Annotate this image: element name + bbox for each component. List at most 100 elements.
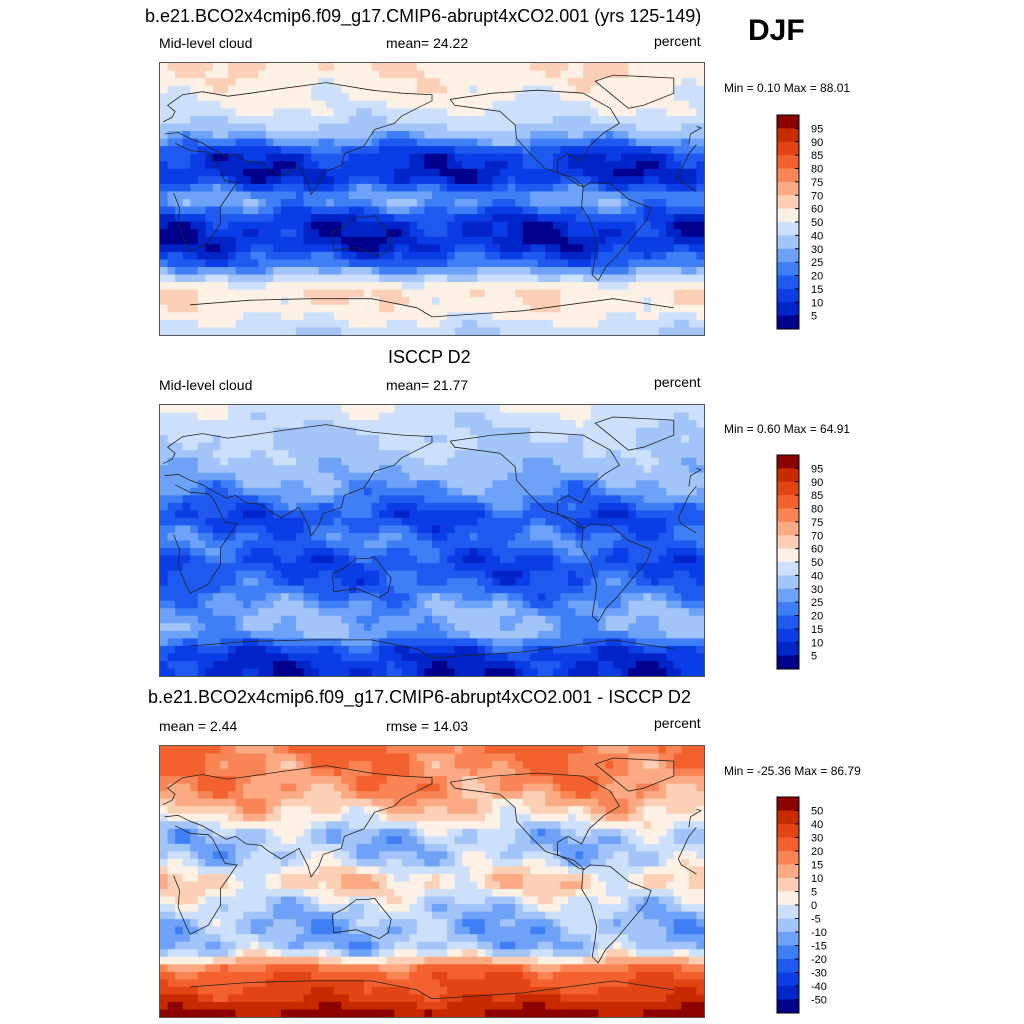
map-cell <box>273 630 282 639</box>
map-cell <box>462 78 471 87</box>
map-cell <box>688 78 698 87</box>
map-cell <box>167 600 176 609</box>
map-cell <box>250 93 259 102</box>
map-cell <box>235 214 244 223</box>
map-cell <box>628 153 637 162</box>
map-cell <box>250 532 259 542</box>
map-cell <box>628 176 637 185</box>
map-cell <box>500 517 509 527</box>
map-cell <box>575 297 584 306</box>
map-cell <box>401 93 410 102</box>
map-cell <box>182 297 191 306</box>
map-cell <box>658 168 667 177</box>
map-cell <box>636 176 645 185</box>
map-cell <box>243 585 252 594</box>
map-cell <box>371 297 380 306</box>
map-cell <box>250 480 259 489</box>
map-cell <box>537 236 546 245</box>
map-cell <box>462 244 471 253</box>
map-cell <box>590 435 599 444</box>
map-cell <box>462 525 471 534</box>
map-cell <box>651 319 660 329</box>
map-cell <box>620 319 630 329</box>
map-cell <box>205 244 214 253</box>
map-cell <box>658 412 667 421</box>
map-cell <box>688 70 698 79</box>
map-cell <box>643 123 652 132</box>
map-cell <box>228 555 237 564</box>
map-cell <box>348 327 358 335</box>
map-cell <box>401 161 410 170</box>
map-cell <box>688 412 698 421</box>
map-cell <box>160 70 169 79</box>
map-cell <box>522 630 531 639</box>
map-cell <box>666 251 675 261</box>
map-cell <box>651 442 660 451</box>
map-cell <box>205 289 214 298</box>
map-cell <box>432 214 441 223</box>
map-cell <box>484 327 494 335</box>
map-cell <box>507 615 516 624</box>
map-cell <box>598 517 607 527</box>
map-cell <box>500 638 509 647</box>
map-cell <box>613 267 622 276</box>
map-cell <box>666 108 675 117</box>
map-cell <box>280 153 290 162</box>
map-cell <box>190 214 199 223</box>
map-cell <box>386 645 395 655</box>
map-cell <box>462 191 471 200</box>
map-cell <box>205 630 214 639</box>
map-cell <box>560 525 569 534</box>
map-cell <box>182 191 191 200</box>
map-cell <box>228 570 237 579</box>
map-cell <box>326 85 335 94</box>
colorbar-tick-label: 85 <box>811 150 823 162</box>
map-cell <box>220 450 229 459</box>
map-cell <box>416 638 426 647</box>
map-cell <box>258 70 267 79</box>
map-cell <box>167 502 176 511</box>
map-cell <box>409 153 418 162</box>
map-cell <box>258 93 267 102</box>
map-cell <box>462 615 471 624</box>
map-cell <box>175 259 184 268</box>
map-cell <box>348 297 358 306</box>
map-cell <box>651 183 660 193</box>
map-cell <box>507 517 516 527</box>
map-cell <box>492 327 501 335</box>
map-cell <box>620 168 630 177</box>
map-cell <box>696 229 704 238</box>
map-cell <box>575 427 584 436</box>
map-cell <box>696 405 704 414</box>
map-cell <box>280 480 290 489</box>
map-cell <box>386 638 395 647</box>
map-cell <box>477 427 486 436</box>
map-cell <box>311 480 320 489</box>
map-cell <box>379 472 388 481</box>
map-cell <box>469 183 478 193</box>
map-cell <box>643 472 652 481</box>
map-cell <box>356 517 365 527</box>
map-cell <box>348 153 358 162</box>
map-cell <box>605 229 614 238</box>
map-cell <box>190 244 199 253</box>
map-cell <box>348 312 358 321</box>
map-cell <box>598 600 607 609</box>
map-cell <box>492 480 501 489</box>
map-cell <box>469 259 478 268</box>
map-cell <box>303 244 312 253</box>
map-cell <box>492 540 501 549</box>
map-cell <box>311 244 320 253</box>
map-cell <box>326 138 335 147</box>
map-cell <box>484 63 494 72</box>
map-cell <box>628 289 637 298</box>
map-cell <box>243 131 252 140</box>
map-cell <box>628 532 637 542</box>
map-cell <box>590 259 599 268</box>
map-cell <box>296 435 305 444</box>
map-cell <box>666 532 675 542</box>
map-cell <box>175 153 184 162</box>
map-cell <box>280 214 290 223</box>
map-cell <box>288 457 297 466</box>
map-cell <box>500 229 509 238</box>
